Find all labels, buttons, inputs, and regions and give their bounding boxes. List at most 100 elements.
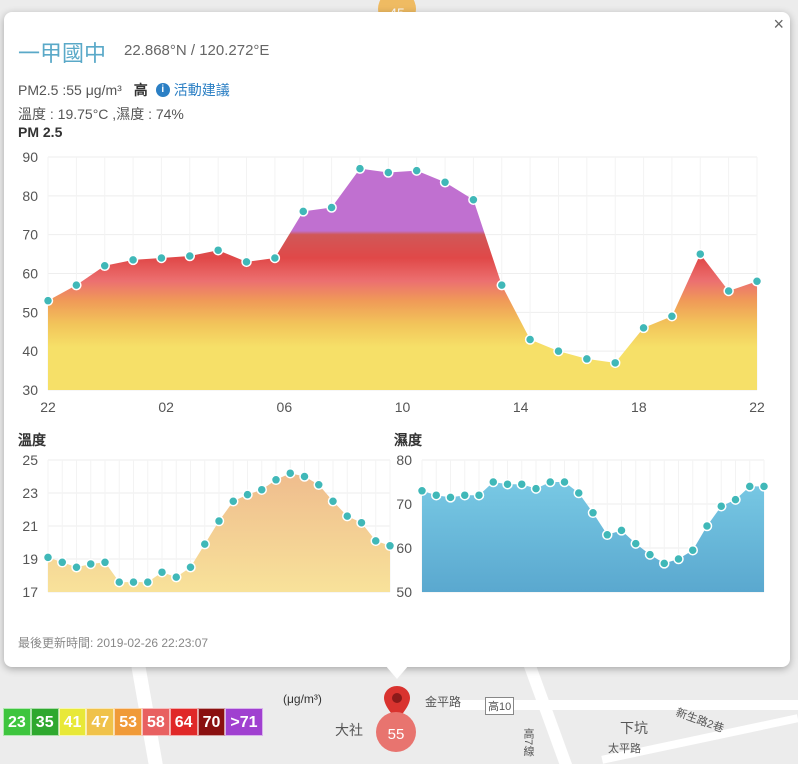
popup-pointer: [385, 665, 409, 679]
map-label: 高10: [485, 697, 515, 715]
data-point: [228, 496, 239, 507]
y-tick-label: 90: [22, 149, 38, 165]
data-point: [744, 481, 755, 492]
data-point: [71, 279, 82, 291]
data-point: [758, 481, 770, 492]
last-updated: 最後更新時間: 2019-02-26 22:23:07: [18, 636, 209, 650]
data-point: [516, 478, 527, 490]
data-point: [299, 471, 310, 482]
map-label: 大社: [335, 722, 363, 738]
x-tick-label: 18: [631, 399, 647, 415]
y-tick-label: 70: [396, 496, 412, 512]
data-point: [71, 562, 82, 573]
aqi-legend: 23 35 41 47 53 58 64 70 >71: [3, 708, 263, 736]
data-point: [356, 517, 367, 528]
y-tick-label: 40: [22, 343, 38, 359]
data-point: [142, 576, 153, 588]
data-point: [559, 476, 570, 488]
map-label: 下坑: [620, 720, 648, 736]
data-point: [524, 334, 536, 345]
data-point: [687, 544, 698, 556]
series-area: [422, 482, 764, 592]
pm25-chart: 30 40 50 60 70 80 90 22 02 06 10 14 18 22: [22, 149, 765, 415]
data-point: [313, 479, 324, 490]
legend-item: 64: [169, 708, 198, 736]
pm-chart-title: PM 2.5: [18, 124, 63, 140]
temp-humidity: 溫度 : 19.75°C ,濕度 : 74%: [18, 106, 184, 122]
y-tick-label: 70: [22, 227, 38, 243]
series-area: [48, 168, 757, 390]
data-point: [285, 467, 296, 479]
station-marker[interactable]: 55: [376, 712, 416, 752]
humidity-chart: 50 60 70 80: [396, 452, 770, 600]
data-point: [445, 492, 456, 503]
y-tick-label: 19: [22, 551, 38, 567]
close-icon[interactable]: ×: [773, 14, 784, 34]
data-point: [326, 202, 337, 213]
activity-advice-link[interactable]: 活動建議: [173, 82, 230, 98]
station-coords: 22.868°N / 120.272°E: [124, 42, 270, 59]
x-tick-label: 10: [395, 399, 411, 415]
data-point: [439, 176, 451, 188]
temp-chart-title: 溫度: [18, 432, 46, 448]
y-tick-label: 25: [22, 452, 38, 468]
y-tick-label: 80: [22, 188, 38, 204]
data-point: [573, 487, 584, 499]
data-point: [751, 276, 763, 287]
legend-item: >71: [225, 708, 263, 736]
pm-reading: PM2.5 :55 μg/m³ 高 i 活動建議: [18, 80, 230, 100]
data-point: [553, 345, 564, 357]
data-point: [171, 571, 182, 583]
data-point: [128, 576, 139, 588]
data-point: [659, 558, 670, 569]
x-tick-label: 02: [158, 399, 174, 415]
data-point: [666, 310, 678, 322]
data-point: [730, 494, 741, 505]
data-point: [502, 478, 513, 490]
data-point: [644, 549, 656, 560]
data-point: [630, 538, 641, 549]
data-point: [99, 260, 110, 271]
y-tick-label: 50: [22, 304, 38, 320]
data-point: [114, 576, 125, 588]
data-point: [411, 165, 422, 176]
data-point: [468, 194, 479, 205]
data-point: [297, 206, 309, 217]
legend-item: 41: [58, 708, 87, 736]
y-tick-label: 80: [396, 452, 412, 468]
data-point: [256, 484, 267, 495]
data-point: [370, 535, 381, 547]
data-point: [616, 525, 627, 536]
data-point: [638, 322, 649, 334]
data-point: [459, 489, 470, 501]
x-tick-label: 22: [40, 399, 56, 415]
legend-item: 53: [114, 708, 142, 736]
y-tick-label: 23: [22, 485, 38, 501]
data-point: [384, 540, 394, 552]
data-point: [354, 163, 366, 174]
legend-item: 35: [30, 708, 59, 736]
legend-item: 47: [86, 708, 115, 736]
legend-unit: (μg/m³): [283, 692, 322, 706]
x-tick-label: 22: [749, 399, 765, 415]
temperature-chart: 17 19 21 23 25: [22, 452, 394, 600]
data-point: [242, 489, 253, 500]
data-point: [199, 538, 210, 550]
series-area: [48, 473, 390, 592]
y-tick-label: 60: [396, 540, 412, 556]
station-name: 一甲國中: [18, 41, 107, 66]
location-pin-icon[interactable]: [384, 686, 410, 720]
data-point: [695, 248, 706, 260]
humidity-chart-title: 濕度: [394, 432, 422, 448]
data-point: [241, 256, 252, 268]
info-icon[interactable]: i: [155, 83, 170, 97]
data-point: [270, 474, 282, 486]
data-point: [85, 558, 96, 570]
data-point: [185, 562, 196, 573]
data-point: [184, 250, 196, 262]
pm-value: PM2.5 :55 μg/m³: [18, 82, 122, 98]
data-point: [723, 285, 734, 297]
data-point: [545, 476, 556, 488]
data-point: [602, 529, 613, 541]
x-tick-label: 14: [513, 399, 529, 415]
